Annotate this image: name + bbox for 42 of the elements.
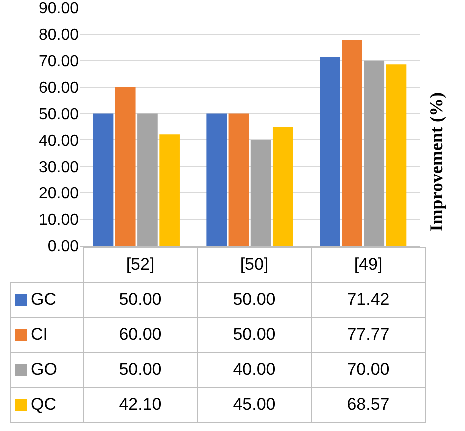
bar <box>93 114 114 246</box>
bar <box>250 140 272 246</box>
x-tick-label: [49] <box>312 248 426 282</box>
y-tick-label: 10.00 <box>38 212 80 230</box>
legend-label: QC <box>10 388 84 422</box>
legend-label: CI <box>10 318 84 352</box>
legend-label: GO <box>10 352 84 388</box>
y-tick-label: 60.00 <box>38 80 80 97</box>
x-tick-label: [50] <box>198 248 312 282</box>
data-label: 45.00 <box>198 388 312 422</box>
y-tick-label: 70.00 <box>38 53 80 70</box>
bar <box>272 127 294 246</box>
data-label: 50.00 <box>198 318 312 352</box>
data-label: 68.57 <box>312 388 426 422</box>
bar <box>364 60 385 246</box>
data-label: 60.00 <box>84 318 198 352</box>
data-label: 70.00 <box>312 352 426 388</box>
data-label: 42.10 <box>84 388 198 422</box>
bar <box>342 40 362 246</box>
y-tick-label: 80.00 <box>38 27 80 44</box>
y-tick-label: 40.00 <box>38 132 80 150</box>
bar <box>138 114 158 246</box>
data-label: 50.00 <box>198 282 312 318</box>
bar <box>228 114 250 246</box>
y-tick-label: 30.00 <box>38 159 80 176</box>
bar <box>206 114 228 246</box>
legend-label: GC <box>10 282 84 318</box>
x-tick-label: [52] <box>84 248 198 282</box>
bar <box>386 64 407 246</box>
y-tick-label: 20.00 <box>38 186 80 203</box>
y-axis-title: Improvement (%) <box>426 92 446 232</box>
data-label: 50.00 <box>84 282 198 318</box>
data-label: 77.77 <box>312 318 426 352</box>
y-tick-label: 0.00 <box>48 238 80 256</box>
data-label: 50.00 <box>84 352 198 388</box>
y-tick-label: 50.00 <box>38 106 80 124</box>
bar <box>115 87 136 246</box>
data-label: 40.00 <box>198 352 312 388</box>
bar <box>320 57 340 246</box>
data-label: 71.42 <box>312 282 426 318</box>
bar <box>160 134 180 246</box>
y-tick-label: 90.00 <box>38 0 80 18</box>
